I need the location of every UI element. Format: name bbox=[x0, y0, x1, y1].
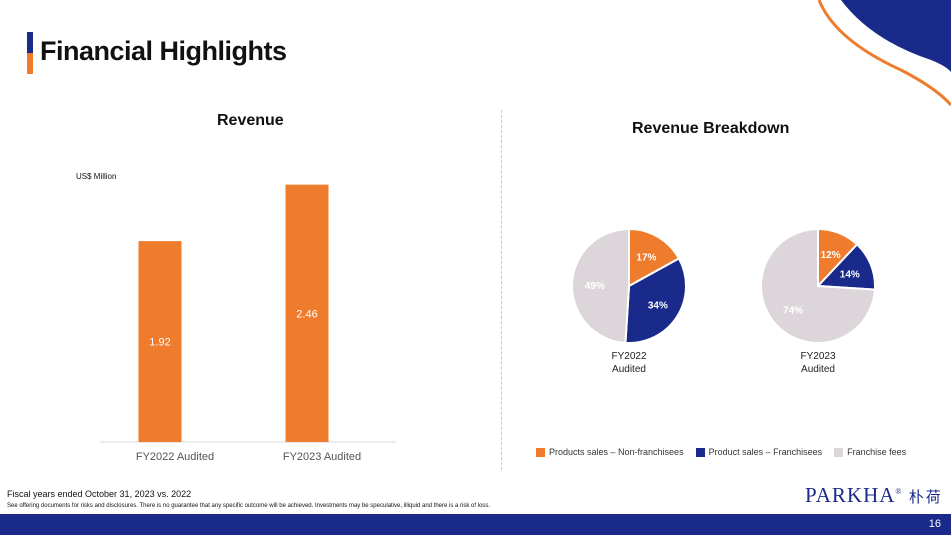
legend-item-non-franchisees: Products sales – Non-franchisees bbox=[536, 447, 684, 457]
bottom-bar: 16 bbox=[0, 514, 951, 535]
logo-chinese: 朴荷 bbox=[908, 488, 943, 506]
revenue-unit-label: US$ Million bbox=[76, 172, 117, 181]
pie-caption-line1: FY2022 bbox=[611, 351, 646, 362]
pie-slice bbox=[628, 227, 681, 288]
parkha-logo: PARKHA® 朴荷 bbox=[805, 483, 943, 508]
pie-caption-line1: FY2023 bbox=[800, 351, 835, 362]
pie-legend: Products sales – Non-franchisees Product… bbox=[536, 447, 906, 457]
revenue-chart-title: Revenue bbox=[217, 112, 284, 129]
legend-item-franchisees: Product sales – Franchisees bbox=[695, 447, 823, 457]
slice-label: 34% bbox=[648, 300, 668, 311]
legend-swatch-navy bbox=[695, 447, 705, 457]
revenue-bar bbox=[138, 241, 182, 442]
disclaimer-text: See offering documents for risks and dis… bbox=[7, 503, 491, 509]
revenue-breakdown-pies: 17% 34% 49% FY2022 Audited 12% 14% 74% FY2023 Aud… bbox=[571, 227, 876, 375]
bar-value-label: 1.92 bbox=[149, 337, 170, 349]
pie-slice bbox=[624, 257, 687, 344]
logo-mark: ® bbox=[895, 487, 903, 496]
legend-swatch-grey bbox=[834, 447, 844, 457]
category-tick-label: FY2022 Audited bbox=[136, 451, 214, 463]
legend-label: Franchise fees bbox=[847, 447, 907, 457]
logo-text: PARKHA bbox=[805, 483, 896, 507]
fiscal-year-footnote: Fiscal years ended October 31, 2023 vs. … bbox=[7, 489, 192, 499]
slice-label: 14% bbox=[840, 269, 860, 280]
revenue-bar bbox=[285, 184, 329, 442]
section-divider bbox=[501, 110, 502, 470]
title-accent-navy bbox=[27, 32, 33, 53]
pie-slice bbox=[760, 227, 876, 344]
revenue-bar-chart: 1.92 FY2022 Audited 2.46 FY2023 Audited bbox=[100, 184, 396, 463]
legend-label: Product sales – Franchisees bbox=[708, 447, 823, 457]
legend-item-franchise-fees: Franchise fees bbox=[834, 447, 906, 457]
slice-label: 12% bbox=[821, 250, 841, 261]
slice-label: 17% bbox=[636, 253, 656, 264]
page-title: Financial Highlights bbox=[40, 36, 287, 66]
title-accent-orange bbox=[27, 53, 33, 74]
slice-label: 49% bbox=[585, 281, 605, 292]
slice-label: 74% bbox=[783, 305, 803, 316]
page-number: 16 bbox=[928, 518, 941, 530]
bar-value-label: 2.46 bbox=[296, 308, 317, 320]
legend-label: Products sales – Non-franchisees bbox=[549, 447, 684, 457]
legend-swatch-orange bbox=[536, 447, 545, 457]
category-tick-label: FY2023 Audited bbox=[283, 451, 361, 463]
pie-caption-line2: Audited bbox=[801, 364, 835, 375]
corner-decoration bbox=[817, 0, 951, 107]
breakdown-chart-title: Revenue Breakdown bbox=[632, 120, 790, 137]
pie-caption-line2: Audited bbox=[612, 364, 646, 375]
pie-slice bbox=[571, 227, 630, 344]
